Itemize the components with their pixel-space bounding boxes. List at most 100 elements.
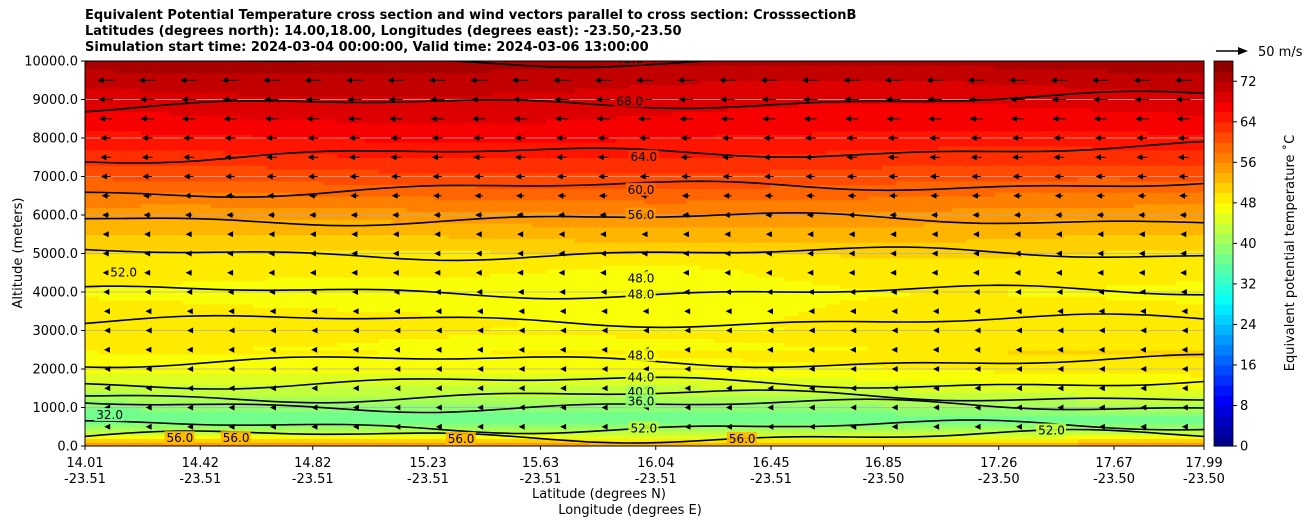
field-cell [336, 134, 352, 139]
field-cell [196, 376, 212, 382]
field-cell [560, 349, 576, 355]
field-cell [210, 145, 226, 151]
field-cell [742, 338, 758, 343]
field-cell [602, 257, 618, 263]
field-cell [476, 134, 492, 139]
field-cell [252, 376, 268, 382]
field-cell [224, 419, 240, 424]
field-cell [182, 203, 198, 209]
field-cell [210, 234, 226, 239]
field-cell [588, 91, 604, 97]
field-cell [294, 311, 310, 316]
field-cell [728, 257, 744, 263]
field-cell [448, 191, 464, 197]
field-cell [462, 422, 478, 428]
field-cell [182, 168, 198, 174]
field-cell [238, 384, 254, 390]
field-cell [686, 215, 702, 220]
field-cell [714, 222, 730, 228]
field-cell [742, 191, 758, 197]
field-cell [350, 153, 366, 159]
field-cell [742, 64, 758, 70]
field-cell [630, 268, 646, 274]
field-cell [560, 380, 576, 386]
field-cell [85, 438, 100, 443]
field-cell [322, 392, 338, 397]
field-cell [658, 365, 674, 370]
field-cell [336, 84, 352, 89]
field-cell [658, 126, 674, 132]
field-cell [434, 195, 450, 201]
field-cell [266, 334, 282, 339]
field-cell [672, 407, 688, 413]
field-cell [238, 107, 254, 112]
field-cell [560, 95, 576, 101]
field-cell [686, 203, 702, 209]
field-cell [266, 180, 282, 185]
field-cell [770, 238, 786, 243]
field-cell [406, 365, 422, 370]
field-cell [127, 338, 142, 343]
field-cell [630, 407, 646, 413]
field-cell [770, 419, 786, 424]
field-cell [518, 134, 534, 139]
field-cell [294, 392, 310, 397]
field-cell [476, 107, 492, 112]
field-cell [602, 380, 618, 386]
field-cell [140, 207, 156, 212]
field-cell [714, 430, 730, 436]
field-cell [85, 141, 100, 147]
field-cell [322, 238, 338, 243]
field-cell [434, 172, 450, 178]
field-cell [686, 311, 702, 316]
field-cell [756, 265, 772, 270]
field-cell [127, 422, 142, 428]
field-cell [602, 292, 618, 297]
field-cell [224, 245, 240, 251]
field-cell [210, 419, 226, 424]
field-cell [602, 307, 618, 313]
field-cell [252, 338, 268, 343]
field-cell [672, 134, 688, 139]
field-cell [168, 122, 184, 128]
field-cell [85, 253, 100, 259]
field-cell [168, 226, 184, 232]
field-cell [378, 134, 394, 139]
field-cell [658, 403, 674, 409]
field-cell [85, 218, 100, 224]
field-cell [560, 87, 576, 93]
field-cell [756, 257, 772, 263]
field-cell [85, 353, 100, 359]
field-cell [196, 68, 212, 74]
field-cell [113, 80, 128, 85]
field-cell [728, 395, 744, 401]
field-cell [294, 284, 310, 289]
field-cell [196, 318, 212, 324]
field-cell [266, 157, 282, 162]
field-cell [448, 218, 464, 224]
field-cell [560, 191, 576, 197]
field-cell [560, 180, 576, 185]
field-cell [532, 161, 548, 166]
field-cell [168, 91, 184, 97]
field-cell [322, 268, 338, 274]
field-cell [504, 372, 520, 378]
field-cell [85, 288, 100, 293]
field-cell [322, 211, 338, 216]
field-cell [392, 342, 408, 347]
field-cell [294, 357, 310, 363]
field-cell [532, 107, 548, 112]
field-cell [85, 80, 100, 85]
field-cell [364, 307, 380, 313]
field-cell [308, 280, 324, 286]
field-cell [434, 422, 450, 428]
field-cell [85, 338, 100, 343]
field-cell [210, 95, 226, 101]
field-cell [532, 91, 548, 97]
field-cell [728, 68, 744, 74]
field-cell [406, 95, 422, 101]
field-cell [448, 203, 464, 209]
field-cell [294, 334, 310, 339]
field-cell [490, 118, 506, 124]
field-cell [686, 61, 702, 66]
